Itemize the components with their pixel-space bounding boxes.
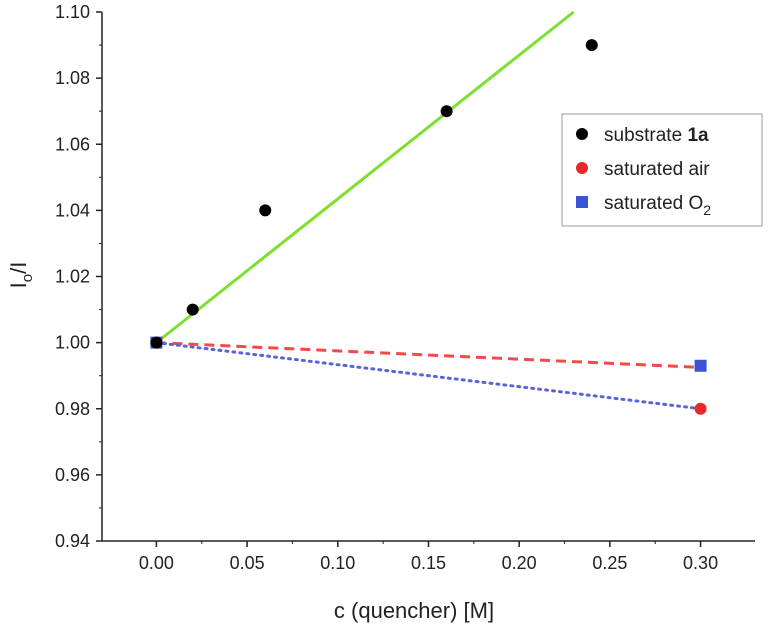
- x-tick-label: 0.05: [230, 553, 265, 573]
- legend-marker-o2: [576, 196, 588, 208]
- y-axis-title-rest: /I: [6, 262, 31, 274]
- y-axis-title-sub: o: [19, 274, 36, 282]
- legend-label-air: saturated air: [604, 159, 710, 180]
- legend: substrate 1a saturated air saturated O2: [561, 113, 763, 227]
- x-tick-label: 0.15: [411, 553, 446, 573]
- x-axis-title: c (quencher) [M]: [334, 598, 494, 623]
- y-tick-label: 0.94: [55, 531, 90, 551]
- data-point-circle: [440, 105, 453, 118]
- legend-label-substrate: substrate 1a: [604, 125, 709, 146]
- y-tick-label: 1.00: [55, 333, 90, 353]
- legend-marker-air: [576, 162, 588, 174]
- x-tick-label: 0.20: [502, 553, 537, 573]
- data-point-circle: [585, 39, 598, 52]
- fit-lines: [154, 10, 703, 411]
- data-point-circle: [186, 303, 199, 316]
- x-tick-label: 0.25: [592, 553, 627, 573]
- y-axis-title-main: I: [6, 282, 31, 288]
- legend-label-substrate-text: substrate: [604, 125, 687, 146]
- fit-line-solid: [155, 10, 575, 344]
- y-tick-label: 1.04: [55, 200, 90, 220]
- legend-marker-substrate: [576, 128, 588, 140]
- y-tick-label: 0.98: [55, 399, 90, 419]
- data-point-circle: [694, 402, 707, 415]
- axes: 0.00 0.05 0.10 0.15 0.20 0.25 0.30 0.94 0.96 0.98…: [55, 2, 755, 573]
- legend-label-o2-text: saturated O: [604, 193, 703, 214]
- x-tick-label: 0.30: [683, 553, 718, 573]
- x-tick-label: 0.10: [320, 553, 355, 573]
- data-point-square: [694, 359, 707, 372]
- legend-label-substrate-bold: 1a: [687, 125, 709, 146]
- fit-line-dashed: [156, 341, 701, 369]
- y-tick-label: 1.02: [55, 267, 90, 287]
- y-tick-label: 0.96: [55, 465, 90, 485]
- x-tick-label: 0.00: [139, 553, 174, 573]
- y-tick-label: 1.06: [55, 134, 90, 154]
- y-tick-label: 1.10: [55, 2, 90, 22]
- fit-line-dotted: [154, 341, 703, 411]
- y-tick-label: 1.08: [55, 68, 90, 88]
- data-point-circle: [150, 336, 163, 349]
- y-axis-title: Io/I: [6, 262, 36, 289]
- data-points: [150, 39, 707, 415]
- legend-box: [561, 113, 763, 227]
- data-point-circle: [259, 204, 272, 217]
- legend-label-o2-sub: 2: [703, 202, 711, 218]
- legend-label-o2: saturated O2: [604, 193, 711, 218]
